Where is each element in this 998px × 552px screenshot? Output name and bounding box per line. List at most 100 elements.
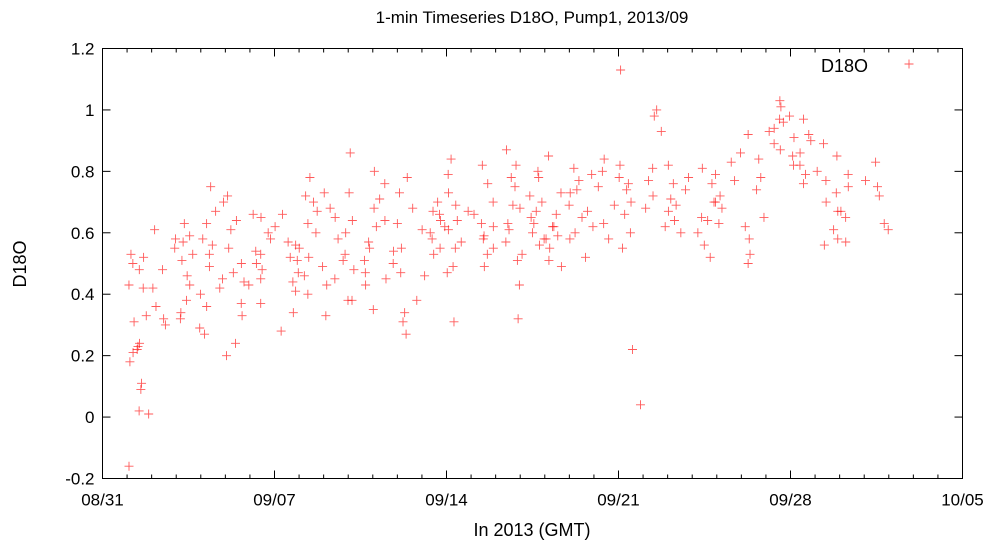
- data-point: [322, 280, 332, 290]
- data-point: [660, 222, 670, 232]
- data-point: [874, 191, 884, 201]
- data-point: [681, 185, 691, 195]
- data-point: [236, 259, 246, 268]
- data-point: [451, 200, 461, 210]
- data-point: [344, 188, 354, 198]
- data-point: [135, 338, 145, 348]
- data-point: [285, 252, 295, 262]
- data-point: [463, 206, 473, 216]
- y-axis-label: D18O: [10, 240, 30, 287]
- data-point: [730, 176, 740, 186]
- data-point: [819, 139, 829, 149]
- data-point: [714, 219, 724, 229]
- data-point: [785, 111, 795, 121]
- data-point: [134, 406, 144, 416]
- data-point: [452, 216, 462, 225]
- data-point: [635, 400, 645, 410]
- data-point: [821, 176, 831, 186]
- data-point: [597, 166, 607, 176]
- data-point: [534, 240, 544, 250]
- data-point: [179, 219, 189, 229]
- data-point: [800, 169, 810, 179]
- data-point: [303, 219, 313, 229]
- data-point: [666, 194, 676, 204]
- data-point: [644, 176, 654, 186]
- data-point: [531, 206, 541, 216]
- data-point: [182, 295, 192, 305]
- data-point: [347, 216, 357, 225]
- legend-marker-d18o: [904, 59, 914, 69]
- data-point: [218, 274, 228, 284]
- data-point: [256, 249, 266, 259]
- data-point: [740, 222, 750, 232]
- data-point: [126, 249, 136, 259]
- data-point: [668, 179, 678, 189]
- data-point: [726, 157, 736, 167]
- data-point: [456, 237, 466, 247]
- data-point: [565, 234, 575, 244]
- data-point: [623, 179, 633, 189]
- data-point: [200, 329, 210, 339]
- data-point: [488, 222, 498, 232]
- data-point: [616, 65, 626, 75]
- data-point: [804, 130, 814, 139]
- data-point: [380, 179, 390, 189]
- data-point: [537, 197, 547, 207]
- data-point: [204, 249, 214, 259]
- data-point: [182, 271, 192, 281]
- data-point: [299, 271, 309, 281]
- data-point: [501, 237, 511, 247]
- data-point: [656, 126, 666, 136]
- data-point: [312, 206, 322, 216]
- data-point: [380, 216, 390, 225]
- data-point: [515, 203, 525, 213]
- data-point: [223, 191, 233, 201]
- data-point: [569, 163, 579, 173]
- data-point: [649, 111, 659, 121]
- data-point: [308, 197, 318, 207]
- data-point: [544, 255, 554, 265]
- data-point: [626, 197, 636, 207]
- data-point: [744, 234, 754, 244]
- data-point: [693, 228, 703, 238]
- data-point: [251, 246, 261, 256]
- data-point: [529, 219, 539, 229]
- data-point: [604, 234, 614, 244]
- data-point: [775, 145, 785, 155]
- data-point: [371, 222, 381, 232]
- data-point: [841, 212, 851, 222]
- data-point: [528, 228, 538, 238]
- data-point: [841, 237, 851, 247]
- data-point: [620, 209, 630, 219]
- data-point: [703, 216, 713, 225]
- data-point: [345, 148, 355, 158]
- data-point: [417, 225, 427, 235]
- data-point: [697, 163, 707, 173]
- data-point: [450, 243, 460, 253]
- data-point: [513, 314, 523, 324]
- data-point: [776, 102, 786, 112]
- x-tick-label: 10/05: [941, 491, 984, 510]
- data-point: [425, 228, 435, 238]
- data-point: [333, 234, 343, 244]
- data-point: [301, 191, 311, 201]
- data-point: [795, 160, 805, 170]
- x-tick-label: 08/31: [81, 491, 124, 510]
- data-point: [593, 182, 603, 192]
- data-point: [206, 182, 216, 192]
- data-point: [330, 212, 340, 222]
- data-point: [705, 252, 715, 262]
- data-point: [545, 243, 555, 253]
- data-point: [159, 314, 169, 324]
- data-point: [609, 200, 619, 210]
- data-point: [798, 114, 808, 124]
- data-point: [648, 163, 658, 173]
- data-point: [511, 160, 521, 170]
- data-point: [574, 176, 584, 186]
- data-point: [517, 249, 527, 259]
- data-point: [304, 252, 314, 262]
- data-point: [551, 209, 561, 219]
- data-point: [433, 197, 443, 207]
- data-point: [534, 173, 544, 182]
- data-point: [478, 234, 488, 244]
